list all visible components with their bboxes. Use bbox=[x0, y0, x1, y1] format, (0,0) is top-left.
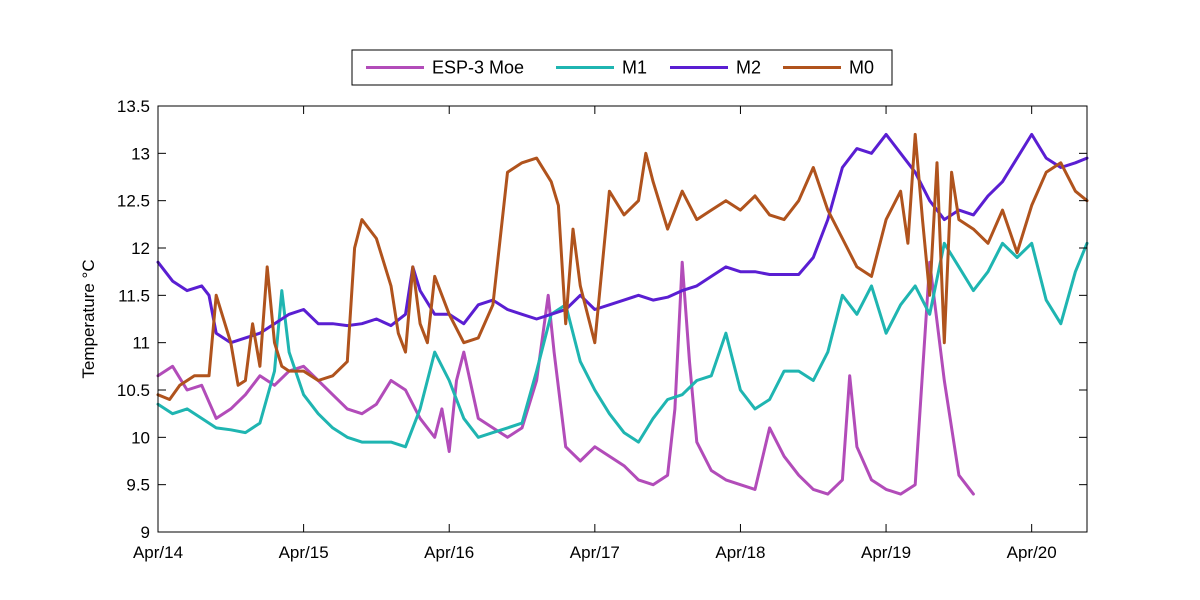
x-tick-label: Apr/16 bbox=[424, 543, 474, 562]
plot-area bbox=[158, 106, 1087, 532]
y-tick-label: 11.5 bbox=[118, 286, 150, 305]
legend-label: M2 bbox=[736, 58, 761, 78]
plot-frame bbox=[157, 105, 1088, 533]
series-layer bbox=[156, 132, 1089, 496]
legend-label: M0 bbox=[849, 58, 874, 78]
y-tick-label: 10 bbox=[131, 428, 150, 447]
legend-label: ESP-3 Moe bbox=[432, 58, 524, 78]
y-tick-label: 13 bbox=[131, 144, 150, 163]
legend-label: M1 bbox=[622, 58, 647, 78]
y-tick-label: 12.5 bbox=[117, 192, 150, 211]
y-tick-label: 10.5 bbox=[117, 381, 150, 400]
y-tick-label: 12 bbox=[131, 239, 150, 258]
y-axis: 9 9.5 10 10.5 11 11.5 12 12.5 13 13.5 bbox=[117, 97, 1087, 542]
y-tick-label: 13.5 bbox=[117, 97, 150, 116]
series-line-m2 bbox=[156, 132, 1089, 345]
y-tick-label: 9 bbox=[141, 523, 150, 542]
series-line-esp-3-moe bbox=[156, 260, 975, 496]
x-tick-label: Apr/19 bbox=[861, 543, 911, 562]
x-tick-label: Apr/20 bbox=[1007, 543, 1057, 562]
x-tick-label: Apr/18 bbox=[715, 543, 765, 562]
y-tick-label: 11 bbox=[132, 334, 150, 353]
y-tick-label: 9.5 bbox=[126, 476, 150, 495]
x-tick-label: Apr/15 bbox=[279, 543, 329, 562]
y-axis-title: Temperature °C bbox=[79, 259, 98, 378]
legend: ESP-3 Moe M1 M2 M0 bbox=[351, 49, 893, 86]
x-tick-label: Apr/14 bbox=[133, 543, 183, 562]
series-line-m1 bbox=[156, 241, 1089, 449]
x-tick-label: Apr/17 bbox=[570, 543, 620, 562]
x-axis: Apr/14 Apr/15 Apr/16 Apr/17 Apr/18 Apr/19 Apr/… bbox=[133, 106, 1057, 562]
series-line-m0 bbox=[156, 132, 1089, 401]
